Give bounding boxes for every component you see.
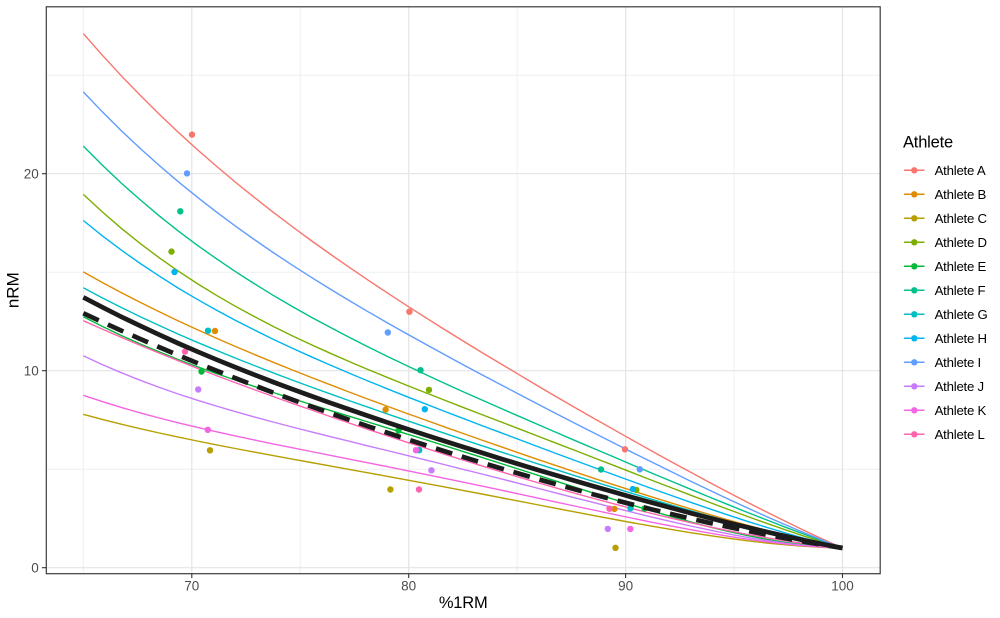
svg-text:Athlete: Athlete	[903, 133, 953, 151]
svg-text:Athlete L: Athlete L	[935, 427, 985, 442]
svg-text:0: 0	[31, 560, 39, 575]
svg-text:Athlete G: Athlete G	[935, 307, 988, 322]
svg-text:Athlete E: Athlete E	[935, 259, 987, 274]
svg-text:%1RM: %1RM	[439, 594, 488, 612]
svg-text:70: 70	[184, 578, 199, 593]
svg-text:Athlete I: Athlete I	[935, 355, 981, 370]
svg-text:20: 20	[24, 166, 39, 181]
svg-text:10: 10	[24, 363, 39, 378]
svg-text:80: 80	[401, 578, 416, 593]
svg-text:Athlete K: Athlete K	[935, 403, 987, 418]
svg-text:Athlete B: Athlete B	[935, 187, 987, 202]
svg-text:Athlete A: Athlete A	[935, 163, 986, 178]
svg-text:nRM: nRM	[4, 272, 23, 308]
svg-text:90: 90	[618, 578, 633, 593]
svg-text:100: 100	[831, 578, 854, 593]
svg-text:Athlete J: Athlete J	[935, 379, 984, 394]
svg-text:Athlete C: Athlete C	[935, 211, 988, 226]
svg-text:Athlete D: Athlete D	[935, 235, 987, 250]
svg-text:Athlete F: Athlete F	[935, 283, 986, 298]
svg-text:Athlete H: Athlete H	[935, 331, 987, 346]
